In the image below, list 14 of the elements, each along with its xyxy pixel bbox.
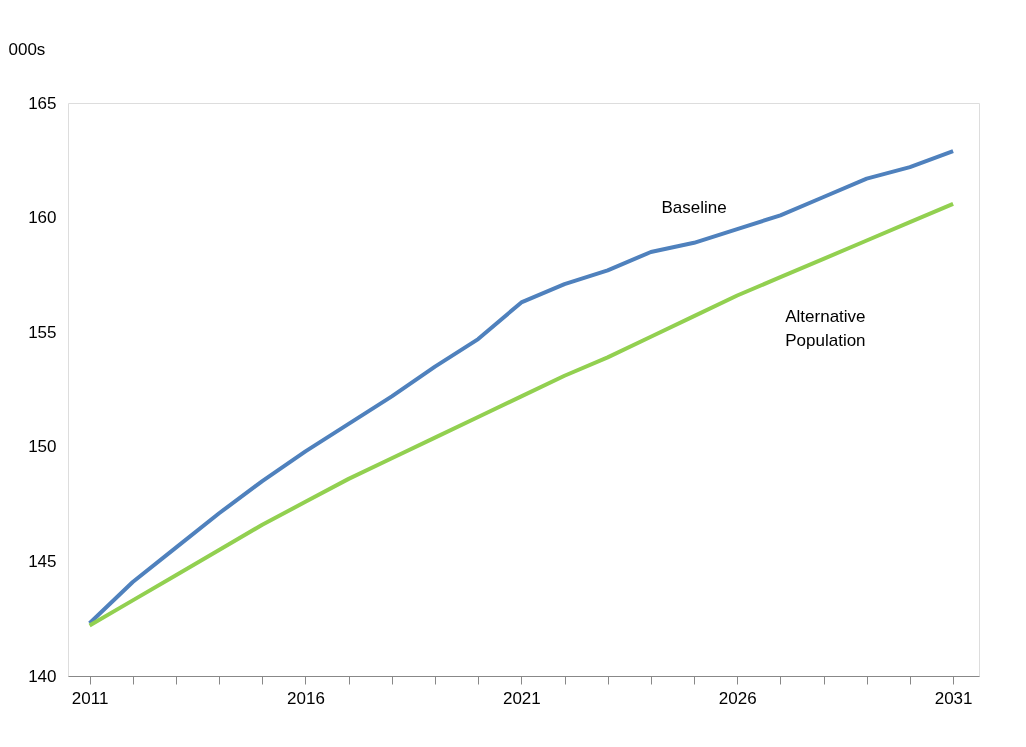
y-tick-label: 160 [28, 208, 57, 228]
y-tick-label: 140 [28, 666, 57, 686]
y-tick-label: 145 [28, 551, 57, 571]
y-tick-label: 150 [28, 437, 57, 457]
series-label: Baseline [661, 197, 727, 217]
y-tick-label: 155 [28, 322, 57, 342]
y-tick-label: 165 [28, 93, 57, 113]
series-label: Alternative Population [785, 307, 866, 351]
y-axis-title: 000s [8, 39, 46, 59]
x-tick-label: 2026 [718, 688, 757, 708]
x-tick-label: 2011 [71, 688, 109, 708]
x-tick-label: 2031 [934, 688, 973, 708]
x-tick-label: 2021 [502, 688, 541, 708]
x-tick-label: 2016 [287, 688, 325, 708]
